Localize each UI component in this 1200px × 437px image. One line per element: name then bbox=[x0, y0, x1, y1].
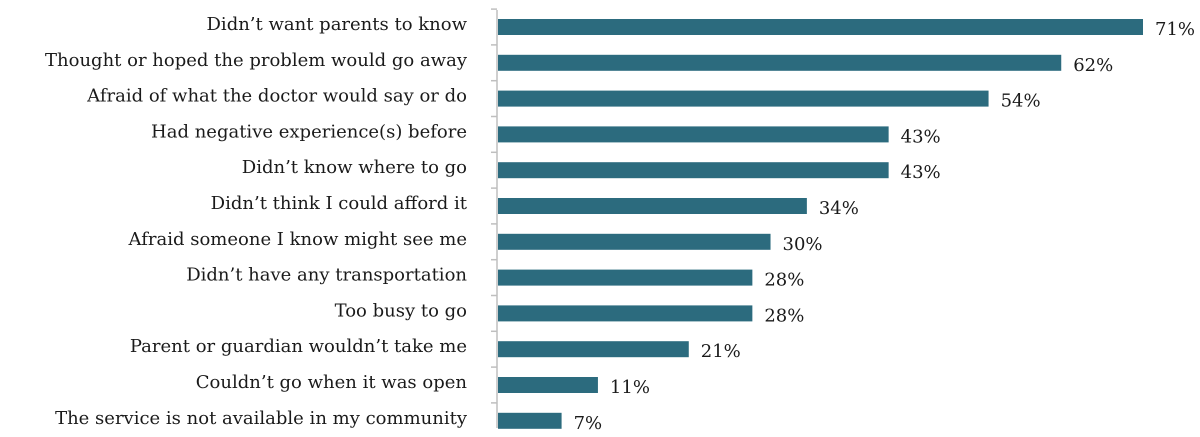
data-label: 7% bbox=[574, 413, 603, 432]
data-label: 28% bbox=[764, 305, 804, 326]
category-label: Didn’t think I could afford it bbox=[211, 193, 468, 214]
bar bbox=[498, 54, 1062, 71]
data-label: 21% bbox=[701, 341, 741, 362]
data-label: 28% bbox=[764, 270, 804, 291]
bar bbox=[498, 19, 1143, 35]
bar bbox=[498, 412, 562, 429]
data-label: 43% bbox=[901, 162, 941, 183]
bar bbox=[498, 233, 771, 250]
bar bbox=[498, 126, 889, 143]
bar bbox=[498, 198, 807, 214]
category-label: Too busy to go bbox=[335, 300, 467, 321]
category-label: Couldn’t go when it was open bbox=[196, 372, 468, 393]
data-label: 43% bbox=[901, 126, 941, 147]
category-label: Thought or hoped the problem would go aw… bbox=[45, 50, 468, 71]
category-label: Didn’t want parents to know bbox=[207, 14, 468, 35]
category-label: Didn’t have any transportation bbox=[186, 265, 467, 286]
data-label: 62% bbox=[1073, 55, 1113, 76]
category-label: Parent or guardian wouldn’t take me bbox=[130, 336, 467, 357]
data-label: 30% bbox=[783, 234, 823, 255]
data-label: 71% bbox=[1155, 19, 1195, 40]
category-label: Afraid of what the doctor would say or d… bbox=[86, 86, 467, 107]
data-label: 34% bbox=[819, 198, 859, 219]
data-label: 54% bbox=[1001, 91, 1041, 112]
category-label: Had negative experience(s) before bbox=[151, 121, 467, 142]
bar bbox=[498, 305, 753, 322]
data-label: 11% bbox=[610, 377, 650, 398]
category-label: Didn’t know where to go bbox=[242, 157, 467, 178]
bar bbox=[498, 377, 598, 393]
bar bbox=[498, 162, 889, 179]
bar bbox=[498, 341, 689, 358]
bar bbox=[498, 90, 989, 107]
bar bbox=[498, 269, 753, 286]
category-label: The service is not available in my commu… bbox=[55, 408, 468, 429]
category-label: Afraid someone I know might see me bbox=[128, 229, 467, 250]
